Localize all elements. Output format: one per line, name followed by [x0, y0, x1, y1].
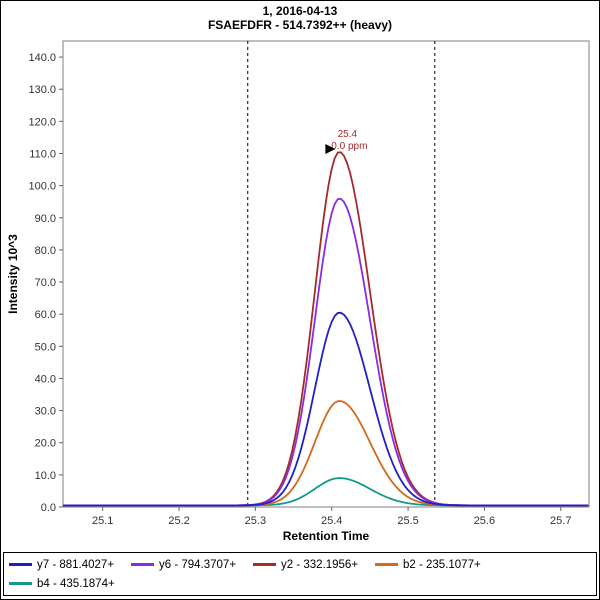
legend-line-swatch	[375, 563, 398, 566]
x-tick-label: 25.6	[474, 515, 495, 527]
chart-titles: 1, 2016-04-13 FSAEFDFR - 514.7392++ (hea…	[1, 1, 599, 32]
y-tick-label: 20.0	[35, 438, 56, 450]
y-tick-label: 70.0	[35, 277, 56, 289]
legend-item: y6 - 794.3707+	[131, 555, 253, 574]
legend-line-swatch	[9, 582, 32, 585]
legend-item: b2 - 235.1077+	[375, 555, 497, 574]
y-tick-label: 40.0	[35, 373, 56, 385]
series-line	[63, 311, 589, 507]
x-tick-label: 25.7	[550, 515, 571, 527]
x-tick-label: 25.5	[397, 515, 418, 527]
peak-apex-arrow-icon	[325, 144, 336, 154]
series-line	[63, 151, 589, 507]
peak-rt-annotation: 25.4	[338, 129, 358, 140]
y-tick-label: 120.0	[28, 116, 56, 128]
y-tick-label: 140.0	[28, 52, 56, 64]
legend-item: y2 - 332.1956+	[253, 555, 375, 574]
legend-line-swatch	[9, 563, 32, 566]
series-line	[63, 197, 589, 507]
series-line	[63, 477, 589, 507]
y-tick-label: 10.0	[35, 470, 56, 482]
legend-line-swatch	[253, 563, 276, 566]
x-tick-label: 25.3	[245, 515, 266, 527]
x-tick-label: 25.1	[92, 515, 113, 527]
x-tick-label: 25.2	[168, 515, 189, 527]
x-tick-label: 25.4	[321, 515, 342, 527]
x-axis-title: Retention Time	[283, 529, 370, 543]
y-tick-label: 0.0	[41, 502, 56, 514]
y-tick-label: 60.0	[35, 309, 56, 321]
chromatogram-plot[interactable]: 0.0 10.0 20.0 30.0 40.0 50.0 60.0 70.0 80.0 90.0 1…	[1, 33, 600, 555]
legend-label: y7 - 881.4027+	[37, 558, 115, 571]
legend: y7 - 881.4027+ y6 - 794.3707+ y2 - 332.195…	[3, 552, 597, 596]
y-axis-title: Intensity 10^3	[6, 234, 20, 314]
y-tick-label: 100.0	[28, 181, 56, 193]
y-tick-label: 80.0	[35, 245, 56, 257]
legend-line-swatch	[131, 563, 154, 566]
legend-label: b2 - 235.1077+	[403, 558, 481, 571]
y-tick-label: 130.0	[28, 84, 56, 96]
legend-label: y6 - 794.3707+	[159, 558, 237, 571]
series-line	[63, 400, 589, 507]
y-tick-label: 50.0	[35, 341, 56, 353]
y-tick-label: 30.0	[35, 406, 56, 418]
chart-subtitle: FSAEFDFR - 514.7392++ (heavy)	[207, 18, 393, 32]
y-tick-label: 90.0	[35, 213, 56, 225]
legend-item: b4 - 435.1874+	[9, 574, 131, 593]
legend-item: y7 - 881.4027+	[9, 555, 131, 574]
peak-ppm-annotation: 0.0 ppm	[331, 141, 367, 152]
chart-title: 1, 2016-04-13	[262, 4, 338, 18]
plot-border	[62, 40, 590, 508]
y-tick-label: 110.0	[29, 148, 56, 160]
legend-label: b4 - 435.1874+	[37, 577, 115, 590]
legend-label: y2 - 332.1956+	[281, 558, 359, 571]
